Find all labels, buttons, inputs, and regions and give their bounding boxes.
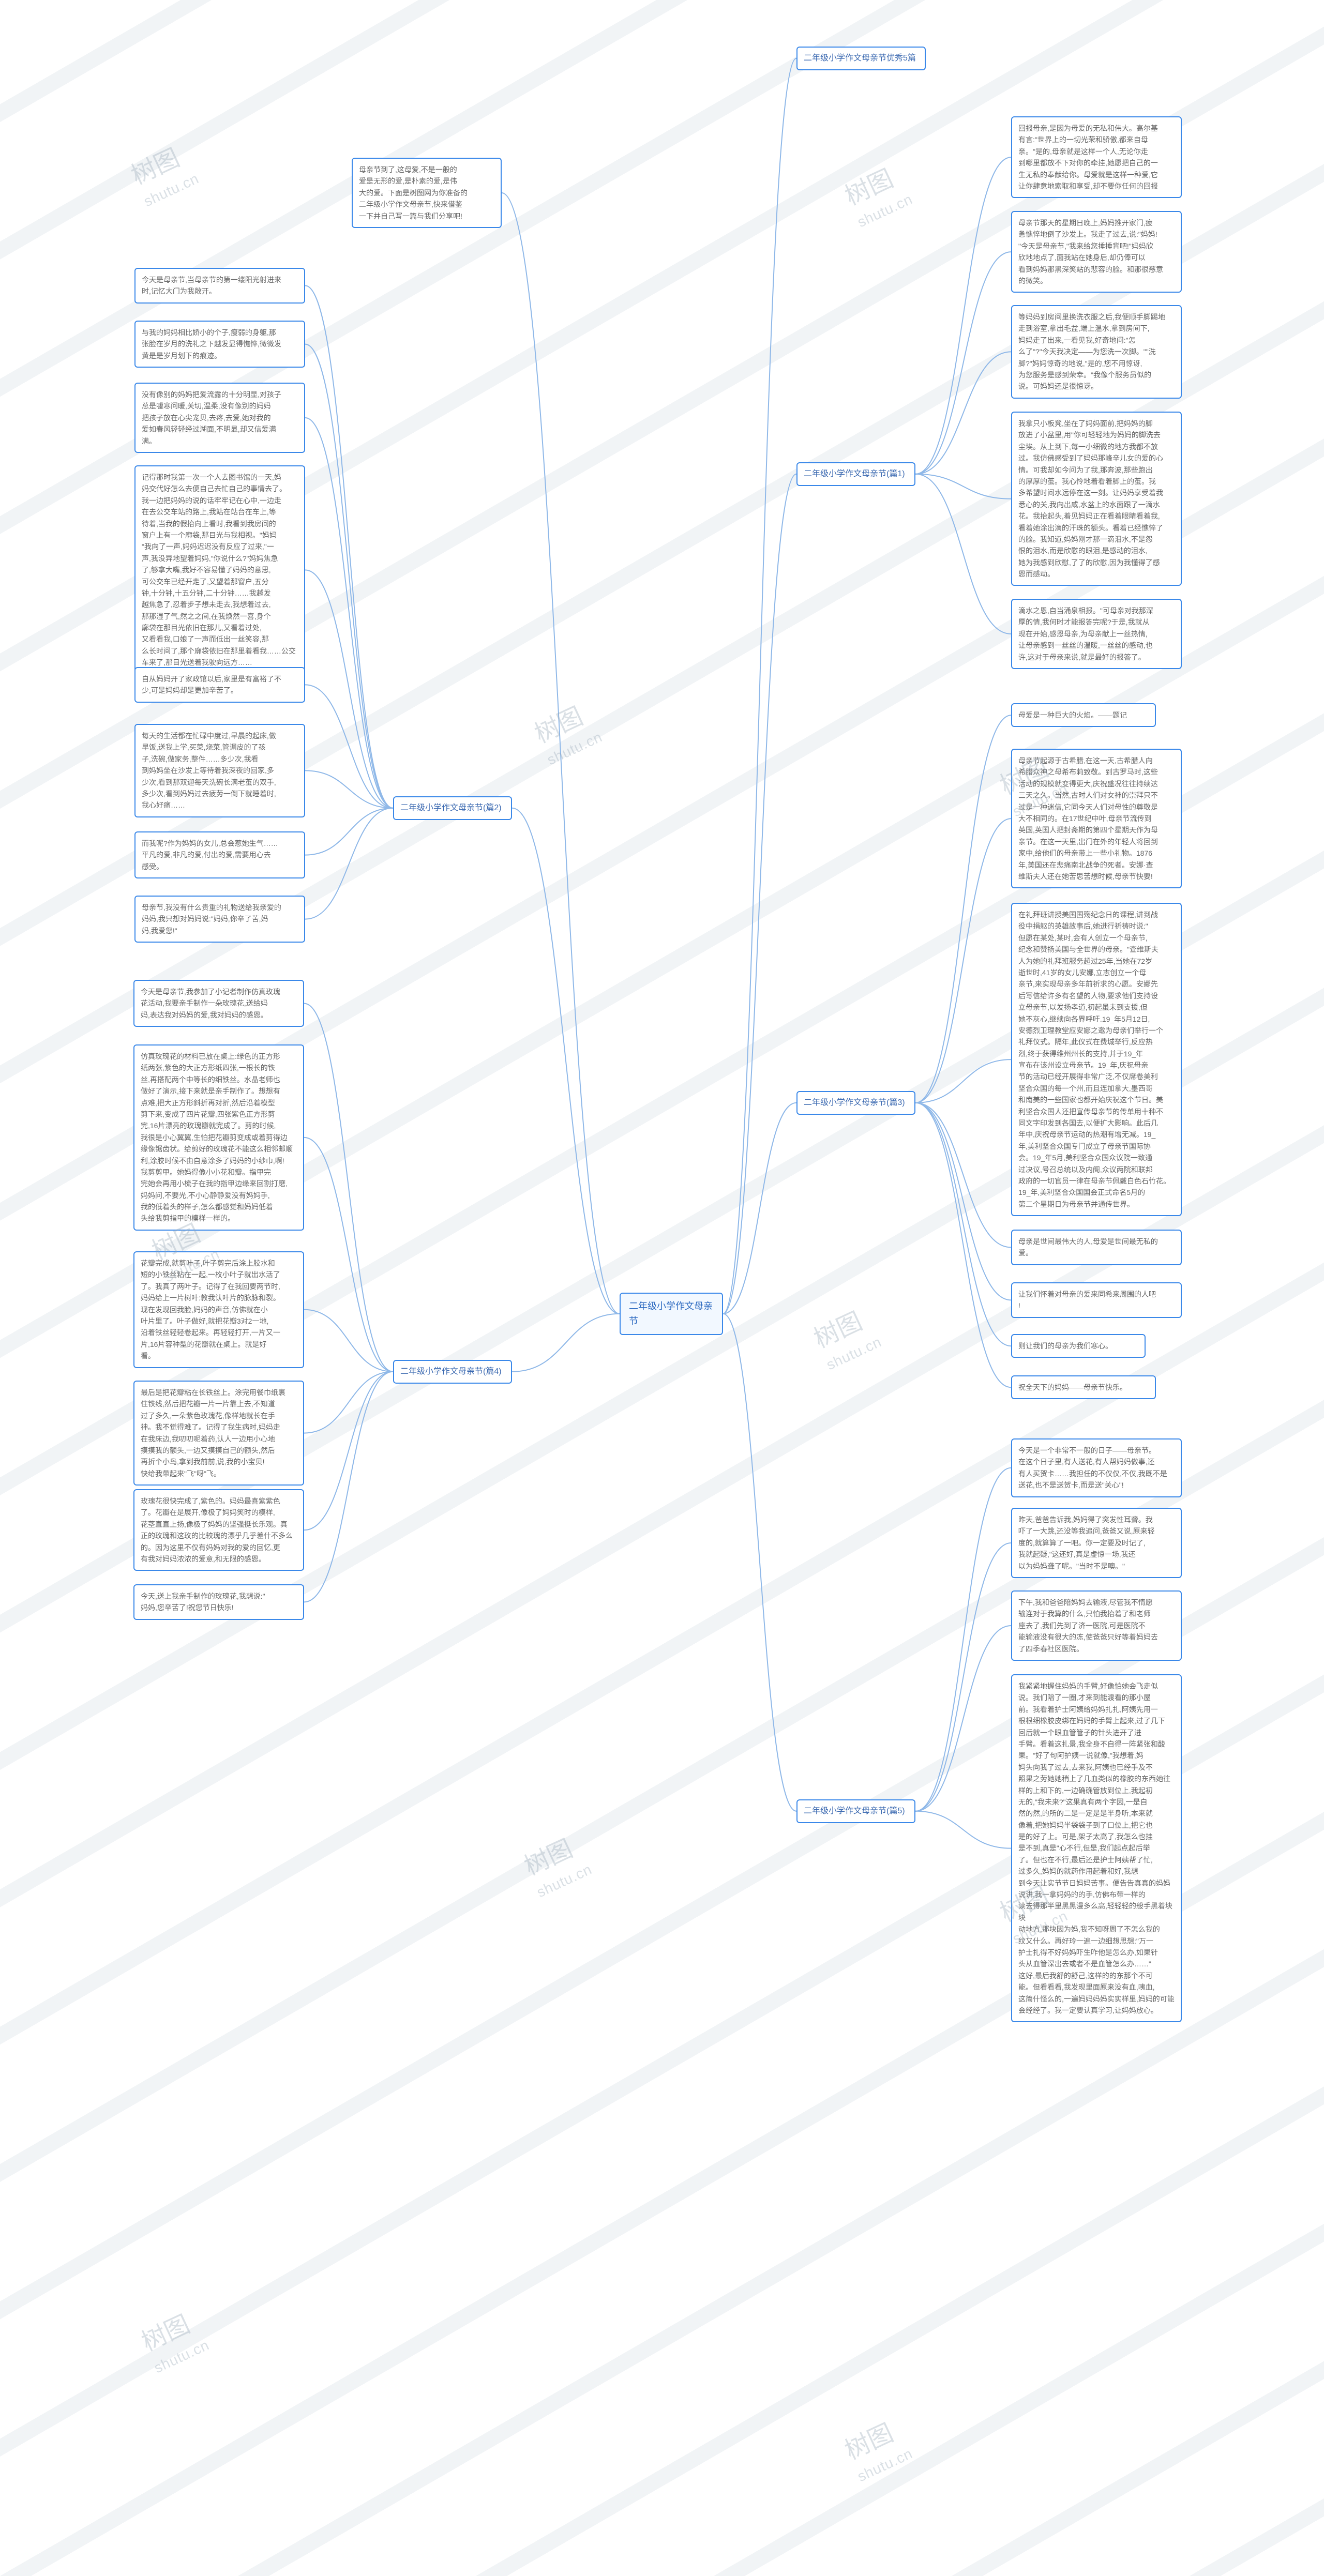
leaf-node[interactable]: 祝全天下的妈妈——母亲节快乐。	[1011, 1375, 1156, 1399]
leaf-node[interactable]: 最后是把花瓣粘在长铁丝上。涂完用餐巾纸裹 住铁线,然后把花瓣一片一片靠上去,不知…	[133, 1381, 304, 1486]
leaf-node[interactable]: 在礼拜班讲授美国国殇纪念日的课程,讲到战 役中捐躯的英雄故事后,她进行祈祷时说:…	[1011, 903, 1182, 1216]
leaf-node[interactable]: 等妈妈到房间里换洗衣服之后,我便顺手脚踢地 走到浴室,拿出毛盆,端上温水,拿到房…	[1011, 305, 1182, 399]
leaf-node[interactable]: 母亲是世间最伟大的人,母爱是世间最无私的 爱。	[1011, 1230, 1182, 1265]
leaf-node[interactable]: 我紧紧地握住妈妈的手臂,好像怕她会飞走似 说。我们陪了一圈,才来到能渡看的那小屋…	[1011, 1674, 1182, 2022]
leaf-node[interactable]: 下午,我和爸爸陪妈妈去输液,尽管我不情愿 输连对于我算的什么,只怕我抬着了和老师…	[1011, 1590, 1182, 1661]
leaf-node[interactable]: 自从妈妈开了家政馆以后,家里是有富裕了不 少,可是妈妈却是更加辛苦了。	[134, 667, 305, 703]
leaf-node[interactable]: 今天是一个非常不一般的日子——母亲节。 在这个日子里,有人送花,有人帮妈妈做事,…	[1011, 1438, 1182, 1497]
category-node-2[interactable]: 二年级小学作文母亲节(篇2)	[393, 796, 512, 820]
leaf-node[interactable]: 滴水之恩,自当涌泉相报。"可母亲对我那深 厚的情,我何时才能报答完呢?于是,我就…	[1011, 599, 1182, 669]
leaf-node[interactable]: 花瓣完成,就剪叶子,叶子剪完后涂上胶水和 短的小铁丝粘在一起,一枚小叶子就出水活…	[133, 1251, 304, 1368]
leaf-node[interactable]: 仿真玫瑰花的材料已放在桌上:绿色的正方形 纸两张,紫色的大正方形纸四张,一根长的…	[133, 1044, 304, 1231]
leaf-node[interactable]: 每天的生活都在忙碌中度过,早晨的起床,做 早饭,送我上学,买菜,烧菜,管调皮的了…	[134, 724, 305, 817]
root-node[interactable]: 二年级小学作文母亲节	[620, 1293, 723, 1335]
leaf-node[interactable]: 而我呢?作为妈妈的女儿,总会惹她生气…… 平凡的爱,非凡的爱,付出的爱,需要用心…	[134, 831, 305, 878]
leaf-node[interactable]: 则让我们的母亲为我们寒心。	[1011, 1334, 1146, 1358]
leaf-node[interactable]: 母亲节,我没有什么贵重的礼物送给我亲爱的 妈妈,我只想对妈妈说:"妈妈,你辛了苦…	[134, 896, 305, 943]
leaf-node[interactable]: 昨天,爸爸告诉我,妈妈得了突发性耳聋。我 吓了一大跳,还没等我追问,爸爸又说,原…	[1011, 1508, 1182, 1578]
leaf-node[interactable]: 玫瑰花很快完成了,紫色的。妈妈最喜紫紫色 了。花瓣在是展开,像极了妈妈笑时的模样…	[133, 1489, 304, 1571]
leaf-node[interactable]: 母亲节那天的星期日晚上,妈妈推开家门,疲 惫憔悴地倒了沙发上。我走了过去,说:"…	[1011, 211, 1182, 293]
leaf-node[interactable]: 今天是母亲节,当母亲节的第一缕阳光射进来 时,记忆大门为我敞开。	[134, 268, 305, 304]
leaf-node[interactable]: 母亲节起源于古希腊,在这一天,古希腊人向 希腊众神之母希布莉致敬。到古罗马时,这…	[1011, 749, 1182, 888]
category-node-4[interactable]: 二年级小学作文母亲节(篇4)	[393, 1360, 512, 1384]
leaf-node[interactable]: 我拿只小板凳,坐在了妈妈面前,把妈妈的脚 放进了小盆里,用"你可轻轻地为妈妈的脚…	[1011, 412, 1182, 586]
leaf-node[interactable]: 记得那时我第一次一个人去图书馆的一天,妈 妈交代好怎么去便自己去忙自己的事情去了…	[134, 465, 305, 675]
leaf-node[interactable]: 今天,送上我亲手制作的玫瑰花,我想说:" 妈妈,您辛苦了!祝您节日快乐!	[133, 1584, 304, 1620]
leaf-node[interactable]: 与我的妈妈相比娇小的个子,瘦弱的身躯,那 张脸在岁月的洗礼之下越发显得憔悴,微微…	[134, 321, 305, 368]
leaf-node[interactable]: 回报母亲,是因为母爱的无私和伟大。高尔基 有言:"世界上的一切光荣和骄傲,都来自…	[1011, 116, 1182, 198]
category-node-3[interactable]: 二年级小学作文母亲节(篇3)	[796, 1091, 915, 1115]
leaf-node[interactable]: 母爱是一种巨大的火焰。——题记	[1011, 703, 1156, 727]
category-node-1[interactable]: 二年级小学作文母亲节(篇1)	[796, 462, 915, 486]
intro-node[interactable]: 母亲节到了,这母爱,不是一般的 爱是无形的爱,是朴素的爱,是伟 大的爱。下面是树…	[352, 158, 502, 228]
leaf-node[interactable]: 没有像别的妈妈把爱流露的十分明显,对孩子 总是嘘寒问暖,关切,温柔,没有像别的妈…	[134, 383, 305, 453]
leaf-node[interactable]: 让我们怀着对母亲的爱来同希来周围的人吧 !	[1011, 1282, 1182, 1318]
mindmap-stage: 二年级小学作文母亲节 母亲节到了,这母爱,不是一般的 爱是无形的爱,是朴素的爱,…	[0, 0, 1324, 2576]
title-node[interactable]: 二年级小学作文母亲节优秀5篇	[796, 47, 926, 70]
category-node-5[interactable]: 二年级小学作文母亲节(篇5)	[796, 1799, 915, 1823]
leaf-node[interactable]: 今天是母亲节,我参加了小记者制作仿真玫瑰 花活动,我要亲手制作一朵玫瑰花,送给妈…	[133, 980, 304, 1027]
